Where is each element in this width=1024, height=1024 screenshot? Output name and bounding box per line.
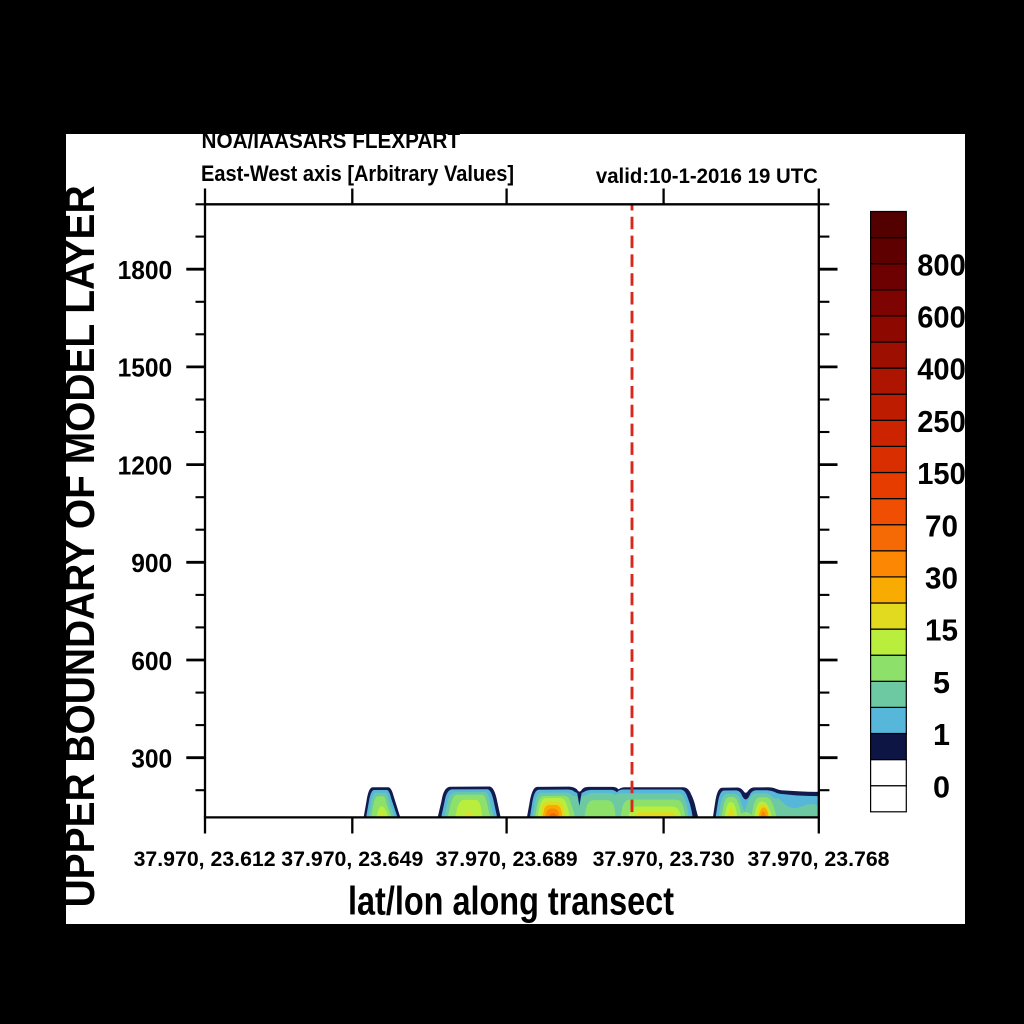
- svg-text:0: 0: [933, 769, 950, 804]
- svg-text:1500: 1500: [118, 355, 173, 383]
- svg-text:900: 900: [131, 550, 172, 578]
- svg-text:1: 1: [933, 717, 950, 752]
- svg-text:valid:10-1-2016 19 UTC: valid:10-1-2016 19 UTC: [596, 164, 818, 188]
- svg-text:400: 400: [917, 352, 966, 387]
- svg-text:37.970, 23.689: 37.970, 23.689: [436, 846, 578, 871]
- svg-text:800: 800: [917, 247, 966, 282]
- svg-text:37.970, 23.612: 37.970, 23.612: [134, 846, 276, 871]
- svg-text:5: 5: [933, 665, 950, 700]
- svg-text:600: 600: [131, 648, 172, 676]
- svg-text:37.970, 23.730: 37.970, 23.730: [593, 846, 735, 871]
- svg-text:East-West axis [Arbitrary Valu: East-West axis [Arbitrary Values]: [201, 161, 514, 186]
- svg-text:600: 600: [917, 300, 966, 335]
- svg-text:250: 250: [917, 404, 966, 439]
- svg-text:37.970, 23.649: 37.970, 23.649: [281, 846, 423, 871]
- svg-text:30: 30: [925, 561, 958, 596]
- svg-text:1800: 1800: [118, 257, 173, 285]
- svg-text:300: 300: [131, 746, 172, 774]
- svg-text:70: 70: [925, 508, 958, 543]
- svg-text:150: 150: [917, 456, 966, 491]
- svg-text:lat/lon along transect: lat/lon along transect: [348, 880, 674, 924]
- svg-text:15: 15: [925, 613, 958, 648]
- svg-text:1200: 1200: [118, 452, 173, 480]
- svg-text:37.970, 23.768: 37.970, 23.768: [748, 846, 890, 871]
